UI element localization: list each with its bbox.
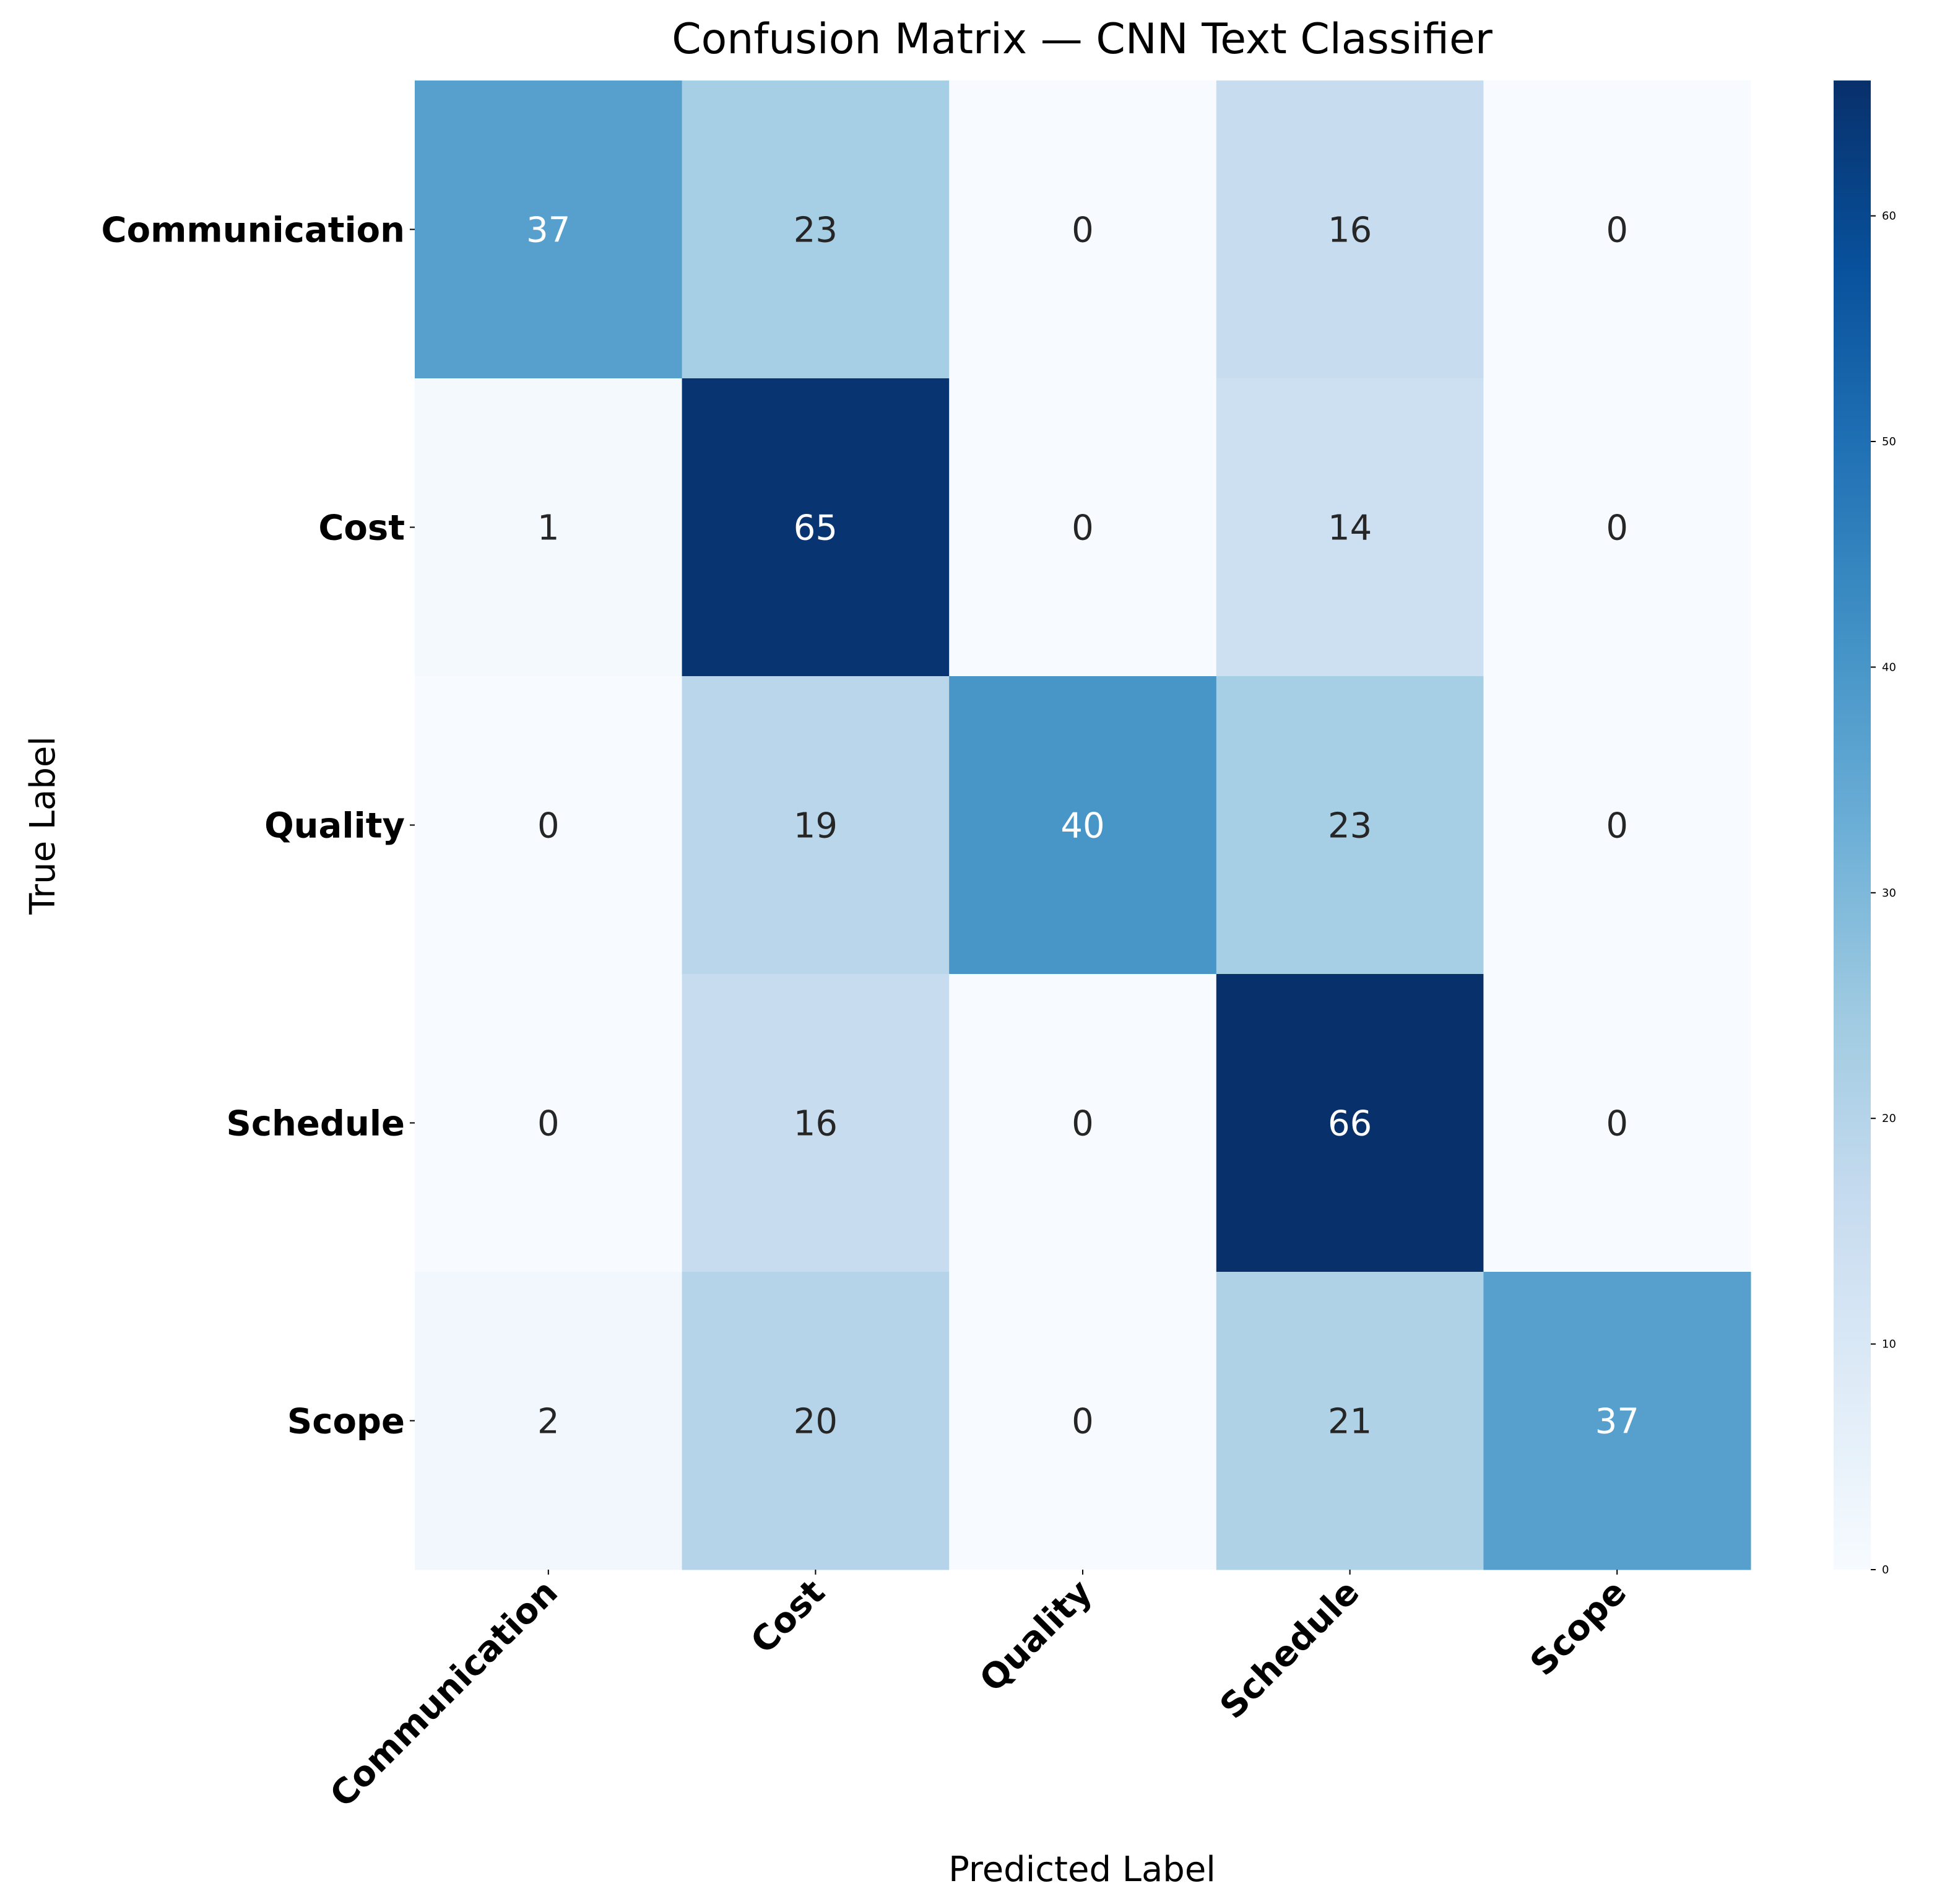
colorbar-gradient: [1834, 80, 1871, 1570]
heatmap-cell: [949, 378, 1217, 677]
heatmap-cell-value: 0: [537, 1104, 560, 1144]
heatmap-cell-value: 0: [1606, 1104, 1628, 1144]
y-tick-label: Quality: [264, 806, 405, 846]
heatmap-cell: [415, 80, 683, 379]
heatmap-cell: [682, 80, 950, 379]
heatmap-cell-value: 0: [1072, 1402, 1094, 1442]
heatmap-cell: [1216, 676, 1484, 975]
heatmap-cell-value: 20: [794, 1402, 838, 1442]
heatmap-cell-value: 2: [537, 1402, 560, 1442]
heatmap-cell: [1483, 676, 1751, 975]
heatmap-cell-value: 0: [1606, 211, 1628, 251]
heatmap-cell: [682, 378, 950, 677]
y-axis-label: True Label: [23, 736, 63, 915]
heatmap-cell-labels: 37 23 0 16 0 1 65 0 14 0 0 19 40 23 0 0 16 0 66 0 2 20 0 21 37: [526, 211, 1639, 1442]
y-tick-label: Scope: [287, 1402, 405, 1442]
heatmap-cells: [415, 80, 1751, 1570]
colorbar-tick-label: 10: [1882, 1338, 1896, 1351]
heatmap-cell: [949, 1272, 1217, 1570]
chart-title: Confusion Matrix — CNN Text Classifier: [672, 15, 1493, 64]
heatmap-cell: [415, 974, 683, 1272]
heatmap-cell-value: 0: [1072, 211, 1094, 251]
heatmap-cell: [1216, 80, 1484, 379]
x-axis-ticks: Communication Cost Quality Schedule Scope: [323, 1570, 1634, 1815]
x-tick-label: Cost: [743, 1572, 833, 1662]
heatmap-cell: [949, 80, 1217, 379]
x-tick-label: Schedule: [1213, 1572, 1367, 1727]
colorbar-tick-label: 20: [1882, 1112, 1896, 1125]
heatmap-cell: [415, 676, 683, 975]
heatmap-cell-value: 16: [794, 1104, 838, 1144]
colorbar-tick-label: 30: [1882, 887, 1896, 900]
heatmap-cell-value: 23: [1328, 806, 1372, 846]
heatmap-cell-value: 0: [1606, 508, 1628, 549]
heatmap-cell-value: 0: [1072, 508, 1094, 549]
heatmap-cell: [682, 1272, 950, 1570]
heatmap-cell-value: 40: [1060, 806, 1104, 846]
x-axis-label: Predicted Label: [948, 1850, 1216, 1890]
colorbar-tick-label: 40: [1882, 661, 1896, 674]
y-axis-ticks: Communication Cost Quality Schedule Scope: [102, 211, 415, 1442]
colorbar-tick-label: 50: [1882, 435, 1896, 448]
heatmap-cell-value: 19: [794, 806, 838, 846]
x-tick-label: Communication: [323, 1572, 566, 1815]
colorbar: 0 10 20 30 40 50 60: [1834, 80, 1896, 1576]
heatmap-cell-value: 0: [1072, 1104, 1094, 1144]
heatmap-cell: [949, 676, 1217, 975]
y-tick-label: Cost: [318, 508, 405, 549]
heatmap-cell-value: 0: [537, 806, 560, 846]
heatmap-cell-value: 16: [1328, 211, 1372, 251]
heatmap-cell: [1483, 378, 1751, 677]
heatmap-cell: [1483, 1272, 1751, 1570]
x-tick-label: Scope: [1523, 1572, 1634, 1684]
heatmap-cell: [1216, 1272, 1484, 1570]
heatmap-cell: [949, 974, 1217, 1272]
heatmap-cell-value: 37: [1595, 1402, 1639, 1442]
x-tick-label: Quality: [972, 1572, 1099, 1700]
heatmap-cell-value: 1: [537, 508, 560, 549]
heatmap-cell: [1483, 974, 1751, 1272]
heatmap-cell: [1483, 80, 1751, 379]
heatmap-cell-value: 37: [526, 211, 570, 251]
heatmap-cell-value: 0: [1606, 806, 1628, 846]
heatmap-cell: [682, 676, 950, 975]
colorbar-tick-label: 0: [1882, 1563, 1889, 1576]
heatmap-cell-value: 65: [794, 508, 838, 549]
heatmap-cell-value: 23: [794, 211, 838, 251]
y-tick-label: Schedule: [226, 1104, 405, 1144]
y-tick-label: Communication: [102, 211, 405, 251]
heatmap-cell: [415, 1272, 683, 1570]
heatmap-cell-value: 21: [1328, 1402, 1372, 1442]
colorbar-tick-label: 60: [1882, 210, 1896, 223]
heatmap-cell-value: 14: [1328, 508, 1372, 549]
heatmap-cell-value: 66: [1328, 1104, 1372, 1144]
heatmap-cell: [1216, 378, 1484, 677]
heatmap-cell: [415, 378, 683, 677]
heatmap-cell: [682, 974, 950, 1272]
heatmap-cell: [1216, 974, 1484, 1272]
